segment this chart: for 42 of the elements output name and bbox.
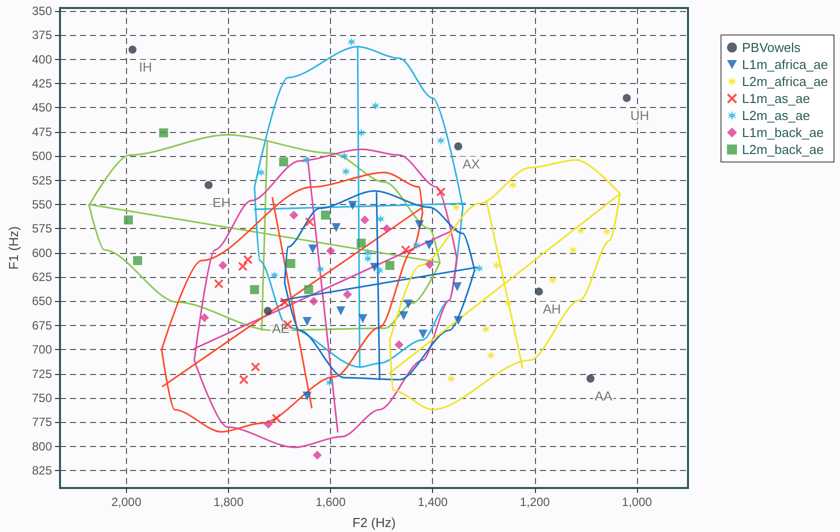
legend-label: L2m_as_ae — [742, 108, 810, 123]
x-tick-label: 1,600 — [316, 495, 346, 509]
data-label: EH — [212, 195, 231, 210]
data-label: AX — [462, 156, 480, 172]
y-tick-label: 800 — [32, 439, 52, 454]
x-axis-title: F2 (Hz) — [352, 515, 396, 530]
y-tick-label: 450 — [32, 100, 52, 115]
x-tick-label: 1,400 — [418, 495, 448, 509]
data-label: AH — [542, 302, 561, 317]
y-tick-label: 775 — [32, 415, 52, 430]
legend-label: L1m_back_ae — [742, 125, 824, 140]
y-tick-label: 350 — [32, 4, 52, 18]
y-tick-label: 825 — [32, 464, 52, 478]
legend-label: PBVowels — [742, 40, 802, 55]
data-label: AE — [272, 320, 290, 336]
x-tick-label: 2,000 — [111, 495, 142, 509]
y-tick-label: 650 — [32, 294, 52, 308]
y-tick-label: 500 — [32, 149, 52, 164]
y-tick-label: 600 — [32, 246, 52, 260]
y-tick-label: 550 — [32, 197, 52, 212]
x-tick-label: 1,000 — [622, 495, 652, 509]
legend-label: L2m_back_ae — [742, 142, 824, 157]
y-tick-label: 675 — [32, 318, 52, 332]
legend-label: L1m_africa_ae — [742, 57, 828, 72]
y-tick-label: 425 — [32, 76, 52, 90]
y-tick-label: 625 — [32, 270, 52, 284]
x-tick-label: 1,200 — [520, 495, 550, 509]
legend-label: L2m_africa_ae — [742, 74, 828, 89]
y-tick-label: 700 — [32, 342, 52, 357]
legend-label: L1m_as_ae — [742, 91, 810, 106]
y-tick-label: 725 — [32, 366, 52, 381]
y-tick-label: 375 — [32, 28, 52, 42]
y-tick-label: 475 — [32, 124, 52, 139]
data-label: AA — [594, 388, 612, 404]
y-tick-label: 575 — [32, 222, 52, 236]
y-tick-label: 400 — [32, 52, 52, 66]
data-label: UH — [630, 108, 650, 123]
data-label: IH — [139, 60, 152, 75]
y-tick-label: 750 — [32, 391, 52, 405]
y-axis-title: F1 (Hz) — [6, 226, 21, 270]
y-tick-label: 525 — [32, 173, 52, 188]
x-tick-label: 1,800 — [213, 495, 244, 509]
